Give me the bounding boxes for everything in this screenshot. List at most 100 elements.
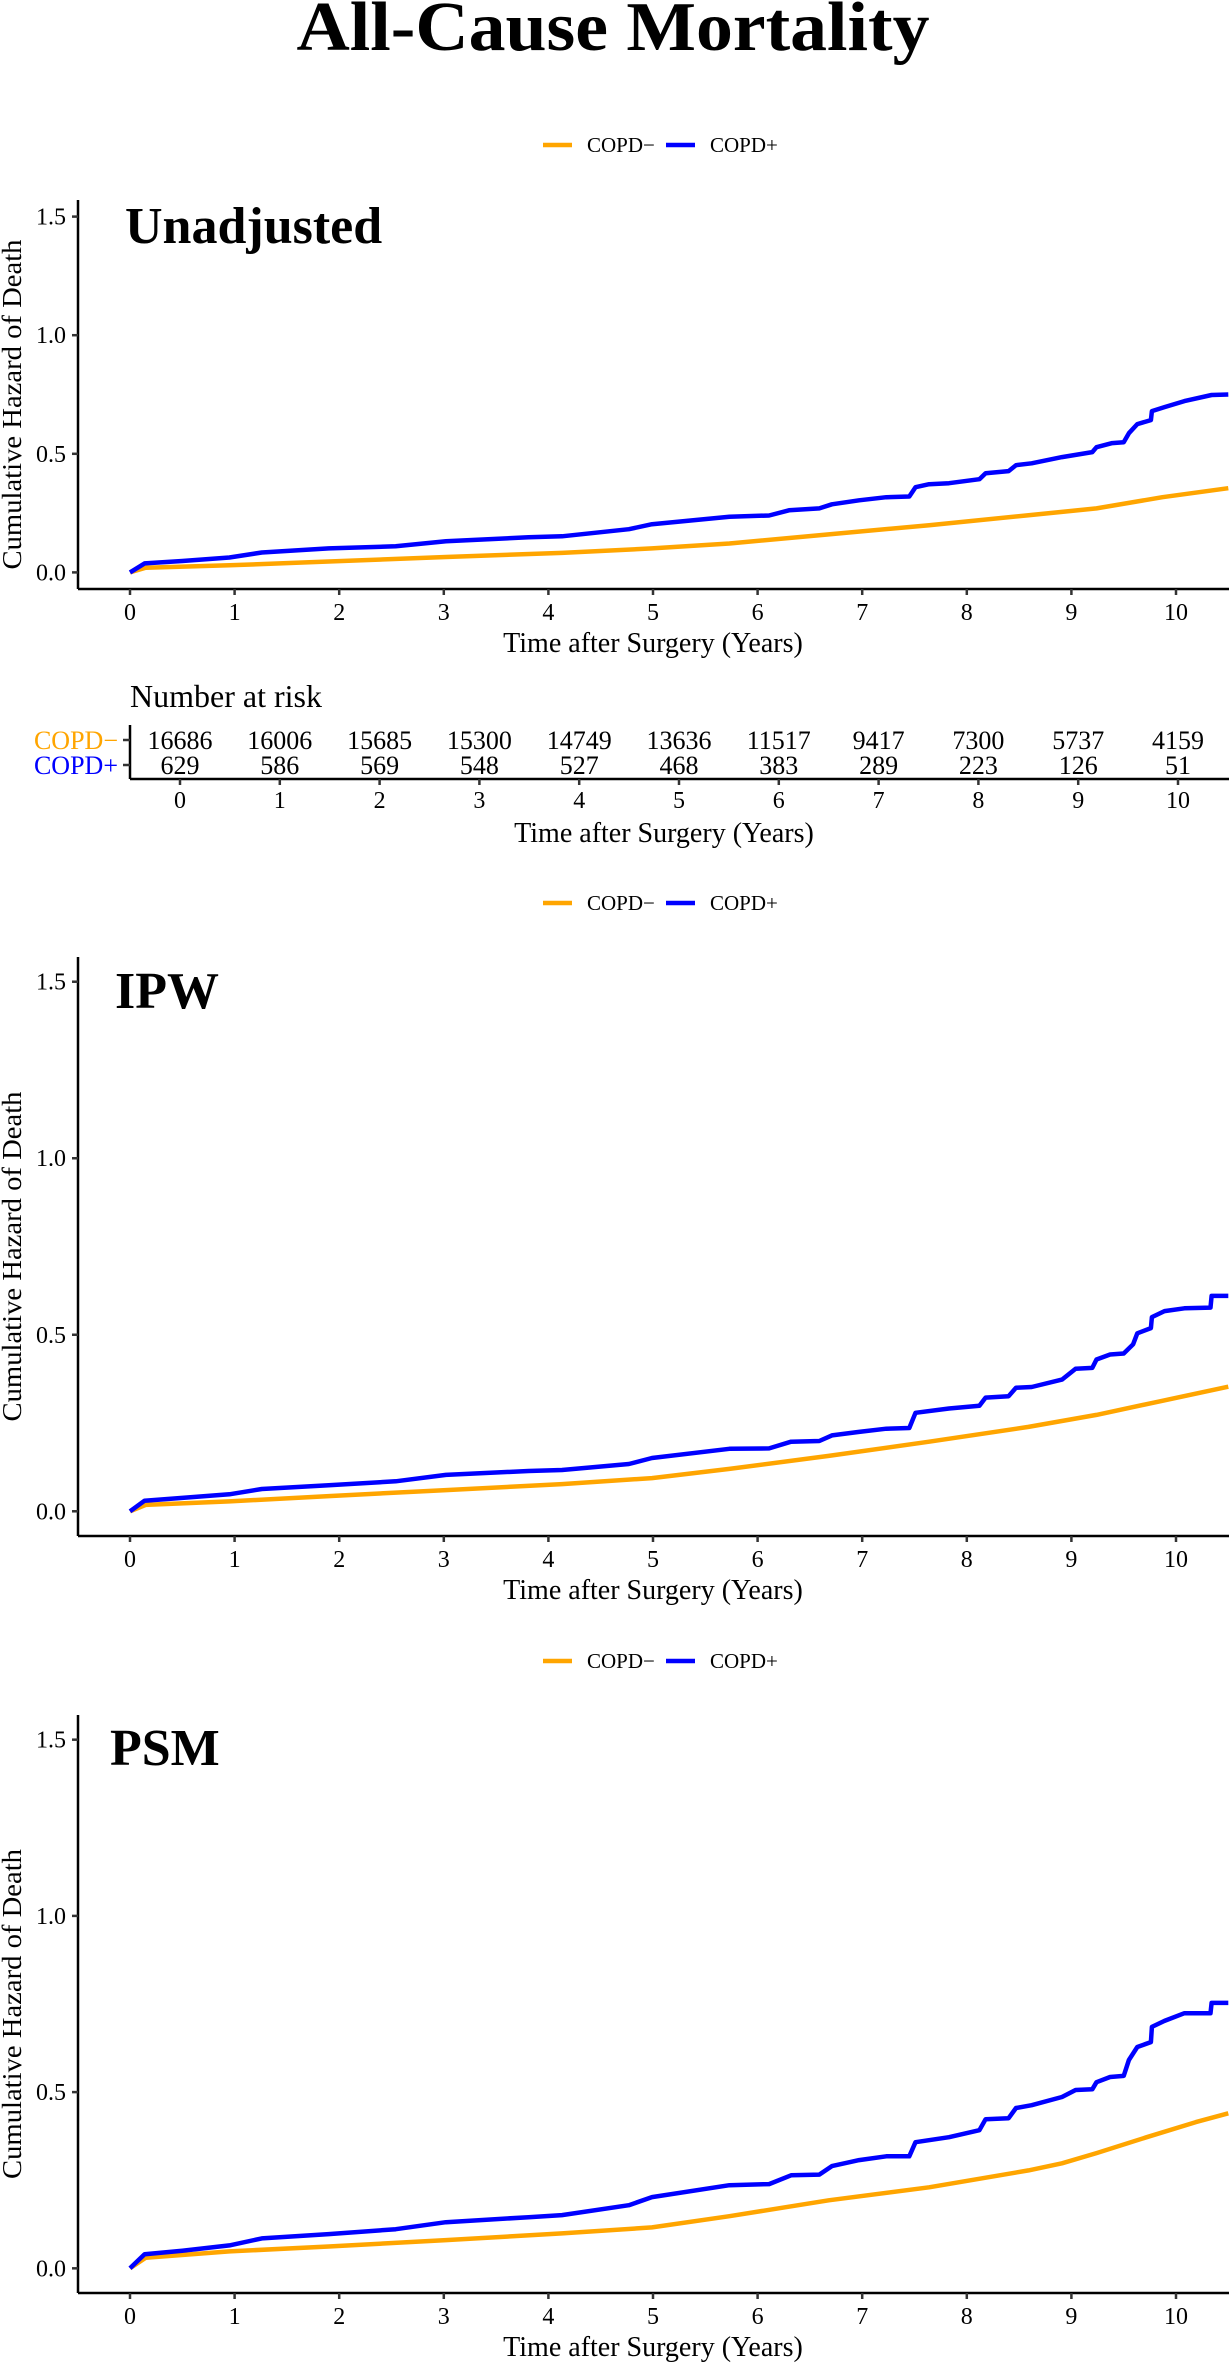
x-axis-label: Time after Surgery (Years) (503, 1575, 803, 1606)
risk-count: 527 (560, 751, 599, 780)
series-line-copd-negative (129, 1384, 1229, 1514)
panel-title: Unadjusted (125, 198, 382, 255)
figure-title: All-Cause Mortality (297, 0, 930, 66)
risk-x-tick-label: 2 (374, 788, 386, 814)
y-tick-label: 0.0 (36, 1499, 66, 1525)
risk-x-tick-label: 4 (573, 788, 585, 814)
legend-item: COPD− (543, 891, 655, 915)
y-tick-label: 0.5 (36, 2080, 66, 2106)
x-tick-label: 8 (961, 600, 973, 626)
legend-label: COPD− (587, 1649, 655, 1673)
legend-item: COPD− (543, 133, 655, 157)
risk-x-tick-label: 7 (873, 788, 885, 814)
legend: COPD− COPD+ (543, 133, 778, 157)
risk-x-tick-label: 0 (174, 788, 186, 814)
legend-label: COPD+ (710, 1649, 778, 1673)
x-tick-label: 5 (647, 1547, 659, 1573)
y-tick-label: 1.5 (36, 205, 66, 231)
risk-count: 14749 (547, 726, 612, 755)
x-tick-label: 10 (1164, 2304, 1188, 2330)
legend-item: COPD+ (666, 133, 778, 157)
risk-table: Number at risk COPD− 16686 16006 15685 15300 1… (34, 678, 1229, 849)
risk-count: 7300 (952, 726, 1004, 755)
x-tick-label: 7 (856, 600, 868, 626)
risk-x-tick-label: 6 (773, 788, 785, 814)
x-tick-label: 10 (1164, 600, 1188, 626)
risk-count: 15300 (447, 726, 512, 755)
y-tick-label: 1.0 (36, 1146, 66, 1172)
panel-ipw: COPD− COPD+ 0.0 0.5 1.0 1.5 0 1 2 3 4 5 6 7 8 9 10 Time a… (0, 891, 1229, 1606)
x-tick-label: 2 (333, 1547, 345, 1573)
x-tick-label: 3 (438, 600, 450, 626)
y-axis-label: Cumulative Hazard of Death (0, 1848, 27, 2179)
y-tick-label: 0.0 (36, 560, 66, 586)
risk-count: 569 (360, 751, 399, 780)
series-line-copd-positive (128, 392, 1229, 575)
risk-count: 5737 (1052, 726, 1104, 755)
legend: COPD− COPD+ (543, 891, 778, 915)
legend-label: COPD+ (710, 891, 778, 915)
risk-table-row: COPD− 16686 16006 15685 15300 14749 13636 11517… (34, 726, 1204, 755)
risk-count: 11517 (747, 726, 811, 755)
x-tick-label: 6 (752, 600, 764, 626)
x-tick-label: 0 (124, 600, 136, 626)
risk-count: 13636 (647, 726, 712, 755)
legend-label: COPD− (587, 133, 655, 157)
x-tick-label: 7 (856, 1547, 868, 1573)
risk-count: 223 (959, 751, 998, 780)
panel-title: IPW (115, 963, 219, 1020)
series-line-copd-negative (128, 2111, 1229, 2271)
risk-count: 548 (460, 751, 499, 780)
y-axis-label: Cumulative Hazard of Death (0, 1091, 27, 1422)
risk-count: 586 (260, 751, 299, 780)
panel-title: PSM (110, 1720, 220, 1777)
risk-count: 9417 (853, 726, 905, 755)
x-tick-label: 9 (1065, 1547, 1077, 1573)
risk-x-tick-label: 1 (274, 788, 286, 814)
risk-x-axis-label: Time after Surgery (Years) (514, 818, 814, 849)
legend-item: COPD− (543, 1649, 655, 1673)
risk-count: 51 (1165, 751, 1191, 780)
risk-count: 629 (161, 751, 200, 780)
risk-x-tick-label: 10 (1166, 788, 1190, 814)
x-tick-label: 9 (1065, 600, 1077, 626)
x-axis-label: Time after Surgery (Years) (503, 628, 803, 659)
x-tick-label: 1 (229, 1547, 241, 1573)
series-line-copd-negative (129, 485, 1229, 575)
y-tick-label: 0.5 (36, 1323, 66, 1349)
risk-count: 16686 (148, 726, 213, 755)
risk-x-tick-label: 9 (1072, 788, 1084, 814)
x-tick-label: 4 (542, 600, 554, 626)
risk-count: 126 (1059, 751, 1098, 780)
x-tick-label: 2 (333, 2304, 345, 2330)
x-tick-label: 6 (752, 2304, 764, 2330)
y-tick-label: 0.5 (36, 442, 66, 468)
risk-count: 15685 (347, 726, 412, 755)
x-tick-label: 5 (647, 2304, 659, 2330)
risk-count: 16006 (247, 726, 312, 755)
x-tick-label: 4 (542, 2304, 554, 2330)
legend: COPD− COPD+ (543, 1649, 778, 1673)
risk-x-tick-label: 3 (473, 788, 485, 814)
series-line-copd-positive (128, 2000, 1229, 2270)
x-tick-label: 3 (438, 1547, 450, 1573)
risk-count: 468 (660, 751, 699, 780)
x-tick-label: 2 (333, 600, 345, 626)
x-tick-label: 1 (229, 600, 241, 626)
risk-count: 289 (859, 751, 898, 780)
risk-table-title: Number at risk (130, 678, 322, 714)
panel-psm: COPD− COPD+ 0.0 0.5 1.0 1.5 0 1 2 3 4 5 6 7 8 9 10 Time a… (0, 1649, 1229, 2363)
y-tick-label: 0.0 (36, 2256, 66, 2282)
risk-x-tick-label: 8 (972, 788, 984, 814)
x-tick-label: 5 (647, 600, 659, 626)
y-tick-label: 1.5 (36, 1728, 66, 1754)
x-tick-label: 6 (752, 1547, 764, 1573)
x-tick-label: 3 (438, 2304, 450, 2330)
x-tick-label: 8 (961, 1547, 973, 1573)
x-tick-label: 7 (856, 2304, 868, 2330)
x-tick-label: 10 (1164, 1547, 1188, 1573)
x-tick-label: 4 (542, 1547, 554, 1573)
risk-x-tick-label: 5 (673, 788, 685, 814)
